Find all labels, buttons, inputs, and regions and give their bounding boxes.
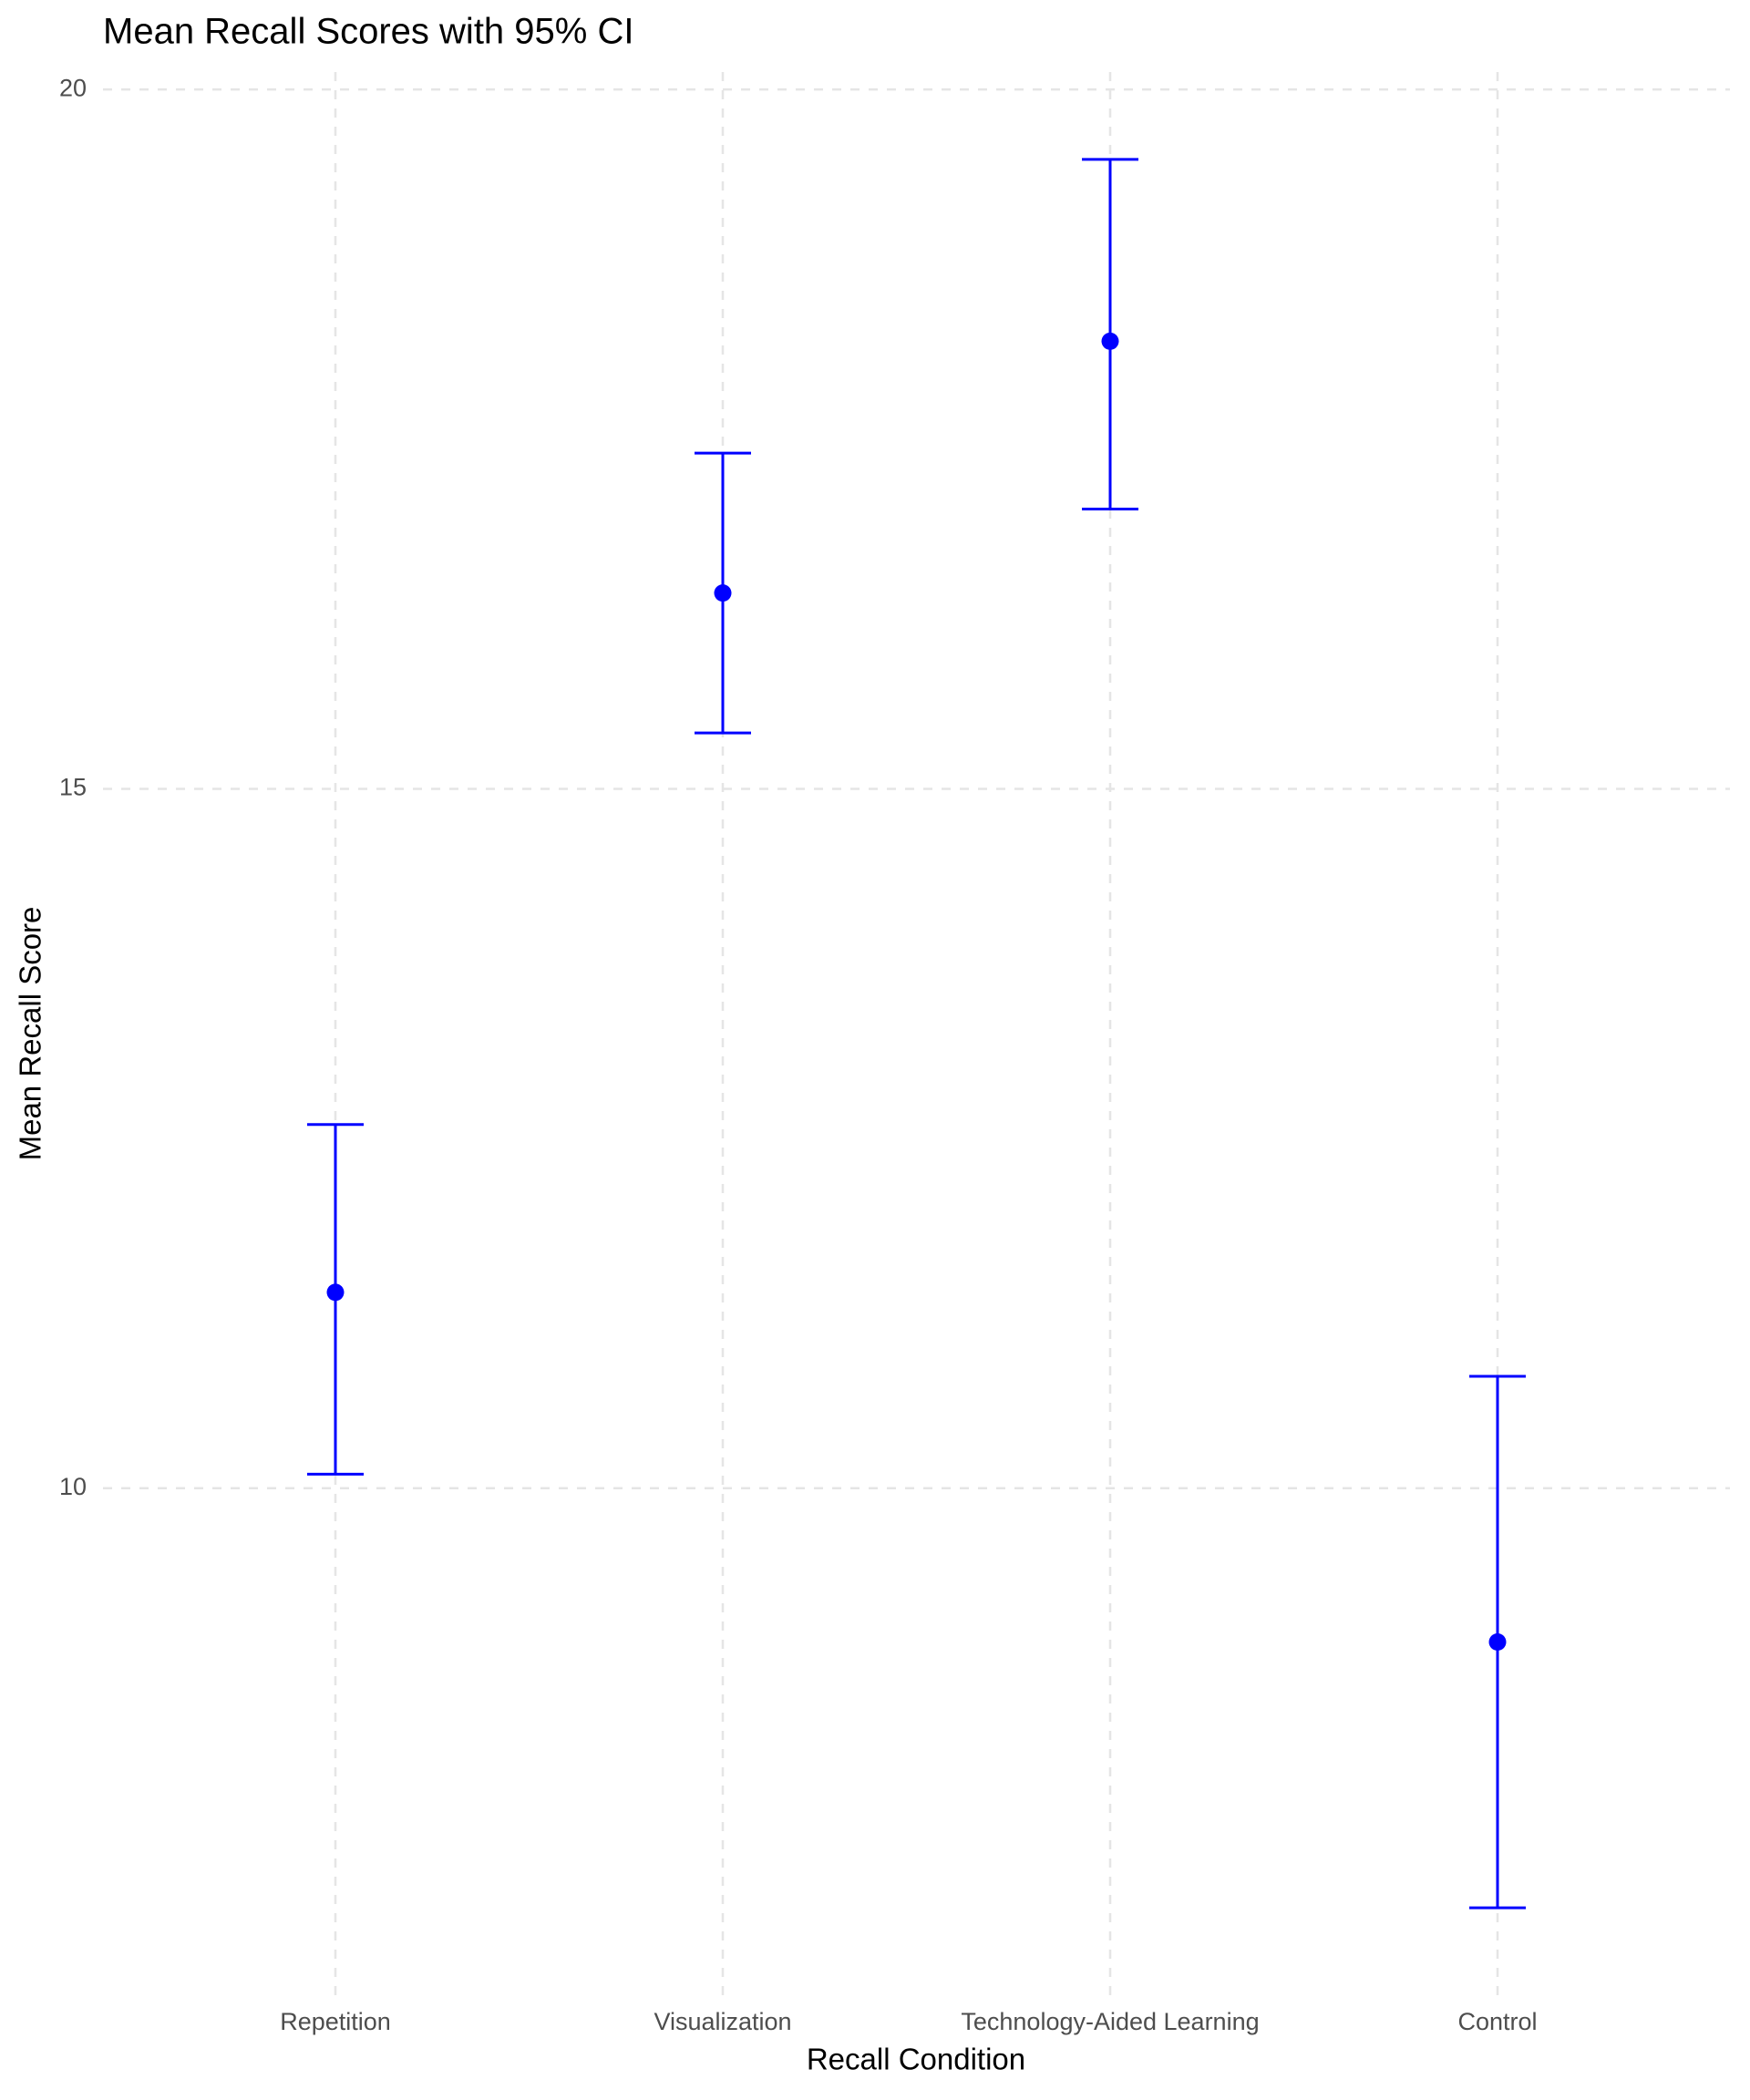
y-tick-label: 10 bbox=[59, 1473, 87, 1500]
y-tick-label: 20 bbox=[59, 74, 87, 101]
x-tick-label: Visualization bbox=[654, 2008, 791, 2035]
x-tick-label: Repetition bbox=[280, 2008, 391, 2035]
point bbox=[714, 584, 732, 602]
y-axis-title: Mean Recall Score bbox=[14, 907, 47, 1161]
x-tick-label: Technology-Aided Learning bbox=[961, 2008, 1259, 2035]
chart-title: Mean Recall Scores with 95% CI bbox=[103, 12, 633, 52]
point bbox=[1488, 1633, 1507, 1652]
point bbox=[326, 1283, 345, 1302]
y-tick-label: 15 bbox=[59, 774, 87, 801]
x-axis-title: Recall Condition bbox=[807, 2043, 1025, 2076]
x-tick-label: Control bbox=[1457, 2008, 1537, 2035]
point bbox=[1101, 332, 1119, 350]
